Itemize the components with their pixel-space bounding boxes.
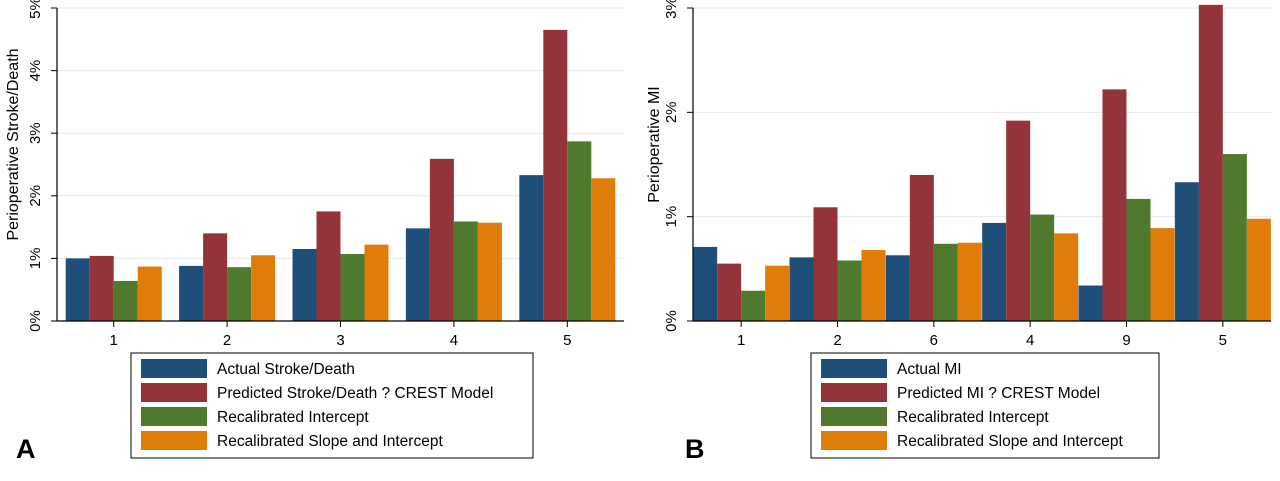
x-tick-label: 1 xyxy=(110,332,118,349)
bar xyxy=(477,222,502,321)
x-tick-label: 2 xyxy=(833,332,841,349)
bar xyxy=(89,255,114,321)
y-tick-label: 2% xyxy=(27,185,44,207)
legend-label: Recalibrated Intercept xyxy=(217,409,369,426)
bar xyxy=(1102,89,1127,321)
bar xyxy=(693,246,718,321)
bar xyxy=(179,265,204,321)
bar xyxy=(717,263,742,321)
x-tick-label: 1 xyxy=(737,332,745,349)
legend-swatch xyxy=(821,407,887,426)
y-tick-label: 1% xyxy=(27,248,44,270)
x-tick-label: 4 xyxy=(1026,332,1034,349)
bar xyxy=(813,207,838,321)
x-tick-label: 2 xyxy=(223,332,231,349)
legend-swatch xyxy=(141,431,207,450)
bar xyxy=(1030,214,1055,321)
legend-swatch xyxy=(141,359,207,378)
bar xyxy=(933,243,958,321)
bar xyxy=(741,290,766,321)
y-tick-label: 2% xyxy=(663,101,680,123)
y-axis-title: Perioperative Stroke/Death xyxy=(5,48,22,240)
x-tick-label: 4 xyxy=(450,332,458,349)
bar xyxy=(405,228,430,321)
bar xyxy=(137,266,162,321)
x-tick-label: 5 xyxy=(1219,332,1227,349)
chart-panel-a: 0% 1% 2% 3% 4% 5% Perioperative Stroke/Death 1 2… xyxy=(5,0,624,464)
legend-swatch xyxy=(141,383,207,402)
y-tick-label: 0% xyxy=(27,310,44,332)
bar xyxy=(909,174,934,321)
bar xyxy=(1126,198,1151,321)
bar xyxy=(789,257,814,321)
bar xyxy=(364,244,389,321)
bar xyxy=(1150,228,1175,321)
x-tick-label: 5 xyxy=(563,332,571,349)
y-tick-label: 4% xyxy=(27,60,44,82)
bar xyxy=(982,222,1007,321)
bar xyxy=(340,254,365,321)
legend-label: Recalibrated Intercept xyxy=(897,409,1049,426)
bar xyxy=(316,211,341,321)
bar xyxy=(453,221,478,321)
bar xyxy=(1054,233,1079,321)
bar xyxy=(203,233,228,321)
bar xyxy=(861,250,886,321)
bar xyxy=(292,249,317,321)
legend-label: Actual Stroke/Death xyxy=(217,361,355,378)
legend-label: Recalibrated Slope and Intercept xyxy=(897,433,1123,450)
bar xyxy=(519,175,544,321)
panel-letter: B xyxy=(685,434,705,464)
y-axis-title: Perioperative MI xyxy=(646,86,663,203)
bar xyxy=(1174,182,1199,321)
y-tick-label: 3% xyxy=(27,122,44,144)
y-tick-label: 1% xyxy=(663,206,680,228)
legend-label: Actual MI xyxy=(897,361,962,378)
legend: Actual Stroke/Death Predicted Stroke/Deat… xyxy=(130,352,534,459)
bar xyxy=(1246,218,1271,321)
bar xyxy=(885,255,910,321)
legend-swatch xyxy=(141,407,207,426)
bar xyxy=(429,158,454,321)
bar xyxy=(957,242,982,321)
legend-label: Predicted Stroke/Death ? CREST Model xyxy=(217,385,493,402)
bar xyxy=(591,178,616,321)
bar xyxy=(1078,285,1103,321)
panel-letter: A xyxy=(16,434,36,464)
legend-label: Recalibrated Slope and Intercept xyxy=(217,433,443,450)
legend-swatch xyxy=(821,359,887,378)
legend-swatch xyxy=(821,431,887,450)
bar xyxy=(543,29,568,321)
bar xyxy=(251,255,276,321)
y-tick-label: 3% xyxy=(663,0,680,19)
bar xyxy=(1222,154,1247,321)
bar xyxy=(837,260,862,321)
x-tick-label: 9 xyxy=(1122,332,1130,349)
bar xyxy=(65,258,90,321)
x-tick-label: 3 xyxy=(336,332,344,349)
legend-swatch xyxy=(821,383,887,402)
y-tick-label: 5% xyxy=(27,0,44,19)
legend: Actual MI Predicted MI ? CREST Model Recal… xyxy=(810,352,1160,459)
bar xyxy=(765,265,790,321)
legend-label: Predicted MI ? CREST Model xyxy=(897,385,1100,402)
bar xyxy=(227,267,252,321)
x-tick-label: 6 xyxy=(930,332,938,349)
y-tick-label: 0% xyxy=(663,310,680,332)
bar xyxy=(113,280,138,321)
bar xyxy=(567,141,592,321)
bar xyxy=(1006,120,1031,322)
bar xyxy=(1198,4,1223,322)
chart-panel-b: 0% 1% 2% 3% Perioperative MI 1 2 6 4 9 5 Actual MI P… xyxy=(646,0,1271,464)
